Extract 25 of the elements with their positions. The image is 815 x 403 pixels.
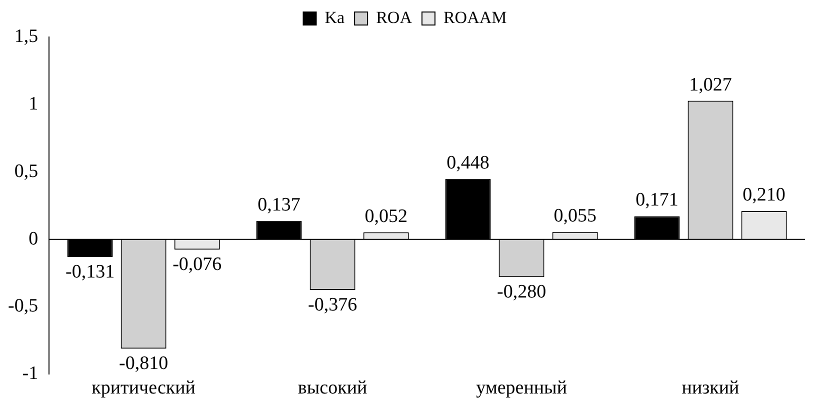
legend-label: ROA (376, 8, 413, 27)
data-label: 1,027 (689, 74, 732, 96)
x-tick-label: низкий (682, 378, 740, 399)
y-tick-label: 0,5 (14, 160, 38, 182)
y-tick-label: 0 (28, 228, 38, 250)
x-tick-label: критический (92, 378, 196, 399)
data-label: 0,171 (636, 190, 678, 211)
y-tick-label: -1 (22, 363, 38, 384)
legend-label: ROAAM (443, 8, 507, 27)
data-label: 0,448 (446, 152, 490, 174)
data-label: 0,137 (258, 194, 300, 216)
data-label: 0,210 (742, 184, 786, 206)
y-tick-label: 1 (28, 93, 38, 114)
y-tick-label: -0,5 (8, 296, 38, 317)
data-label: -0,810 (119, 353, 168, 374)
x-tick-label: умеренный (476, 378, 567, 399)
data-label: 0,055 (554, 205, 596, 226)
data-label: -0,076 (172, 254, 222, 276)
legend-label: Ka (324, 8, 346, 27)
data-label: -0,280 (496, 282, 546, 303)
x-tick-label: высокий (298, 378, 368, 399)
y-tick-label: 1,5 (14, 26, 38, 47)
data-label: 0,052 (364, 206, 408, 227)
data-label: -0,131 (65, 261, 115, 282)
data-label: -0,376 (308, 294, 358, 316)
